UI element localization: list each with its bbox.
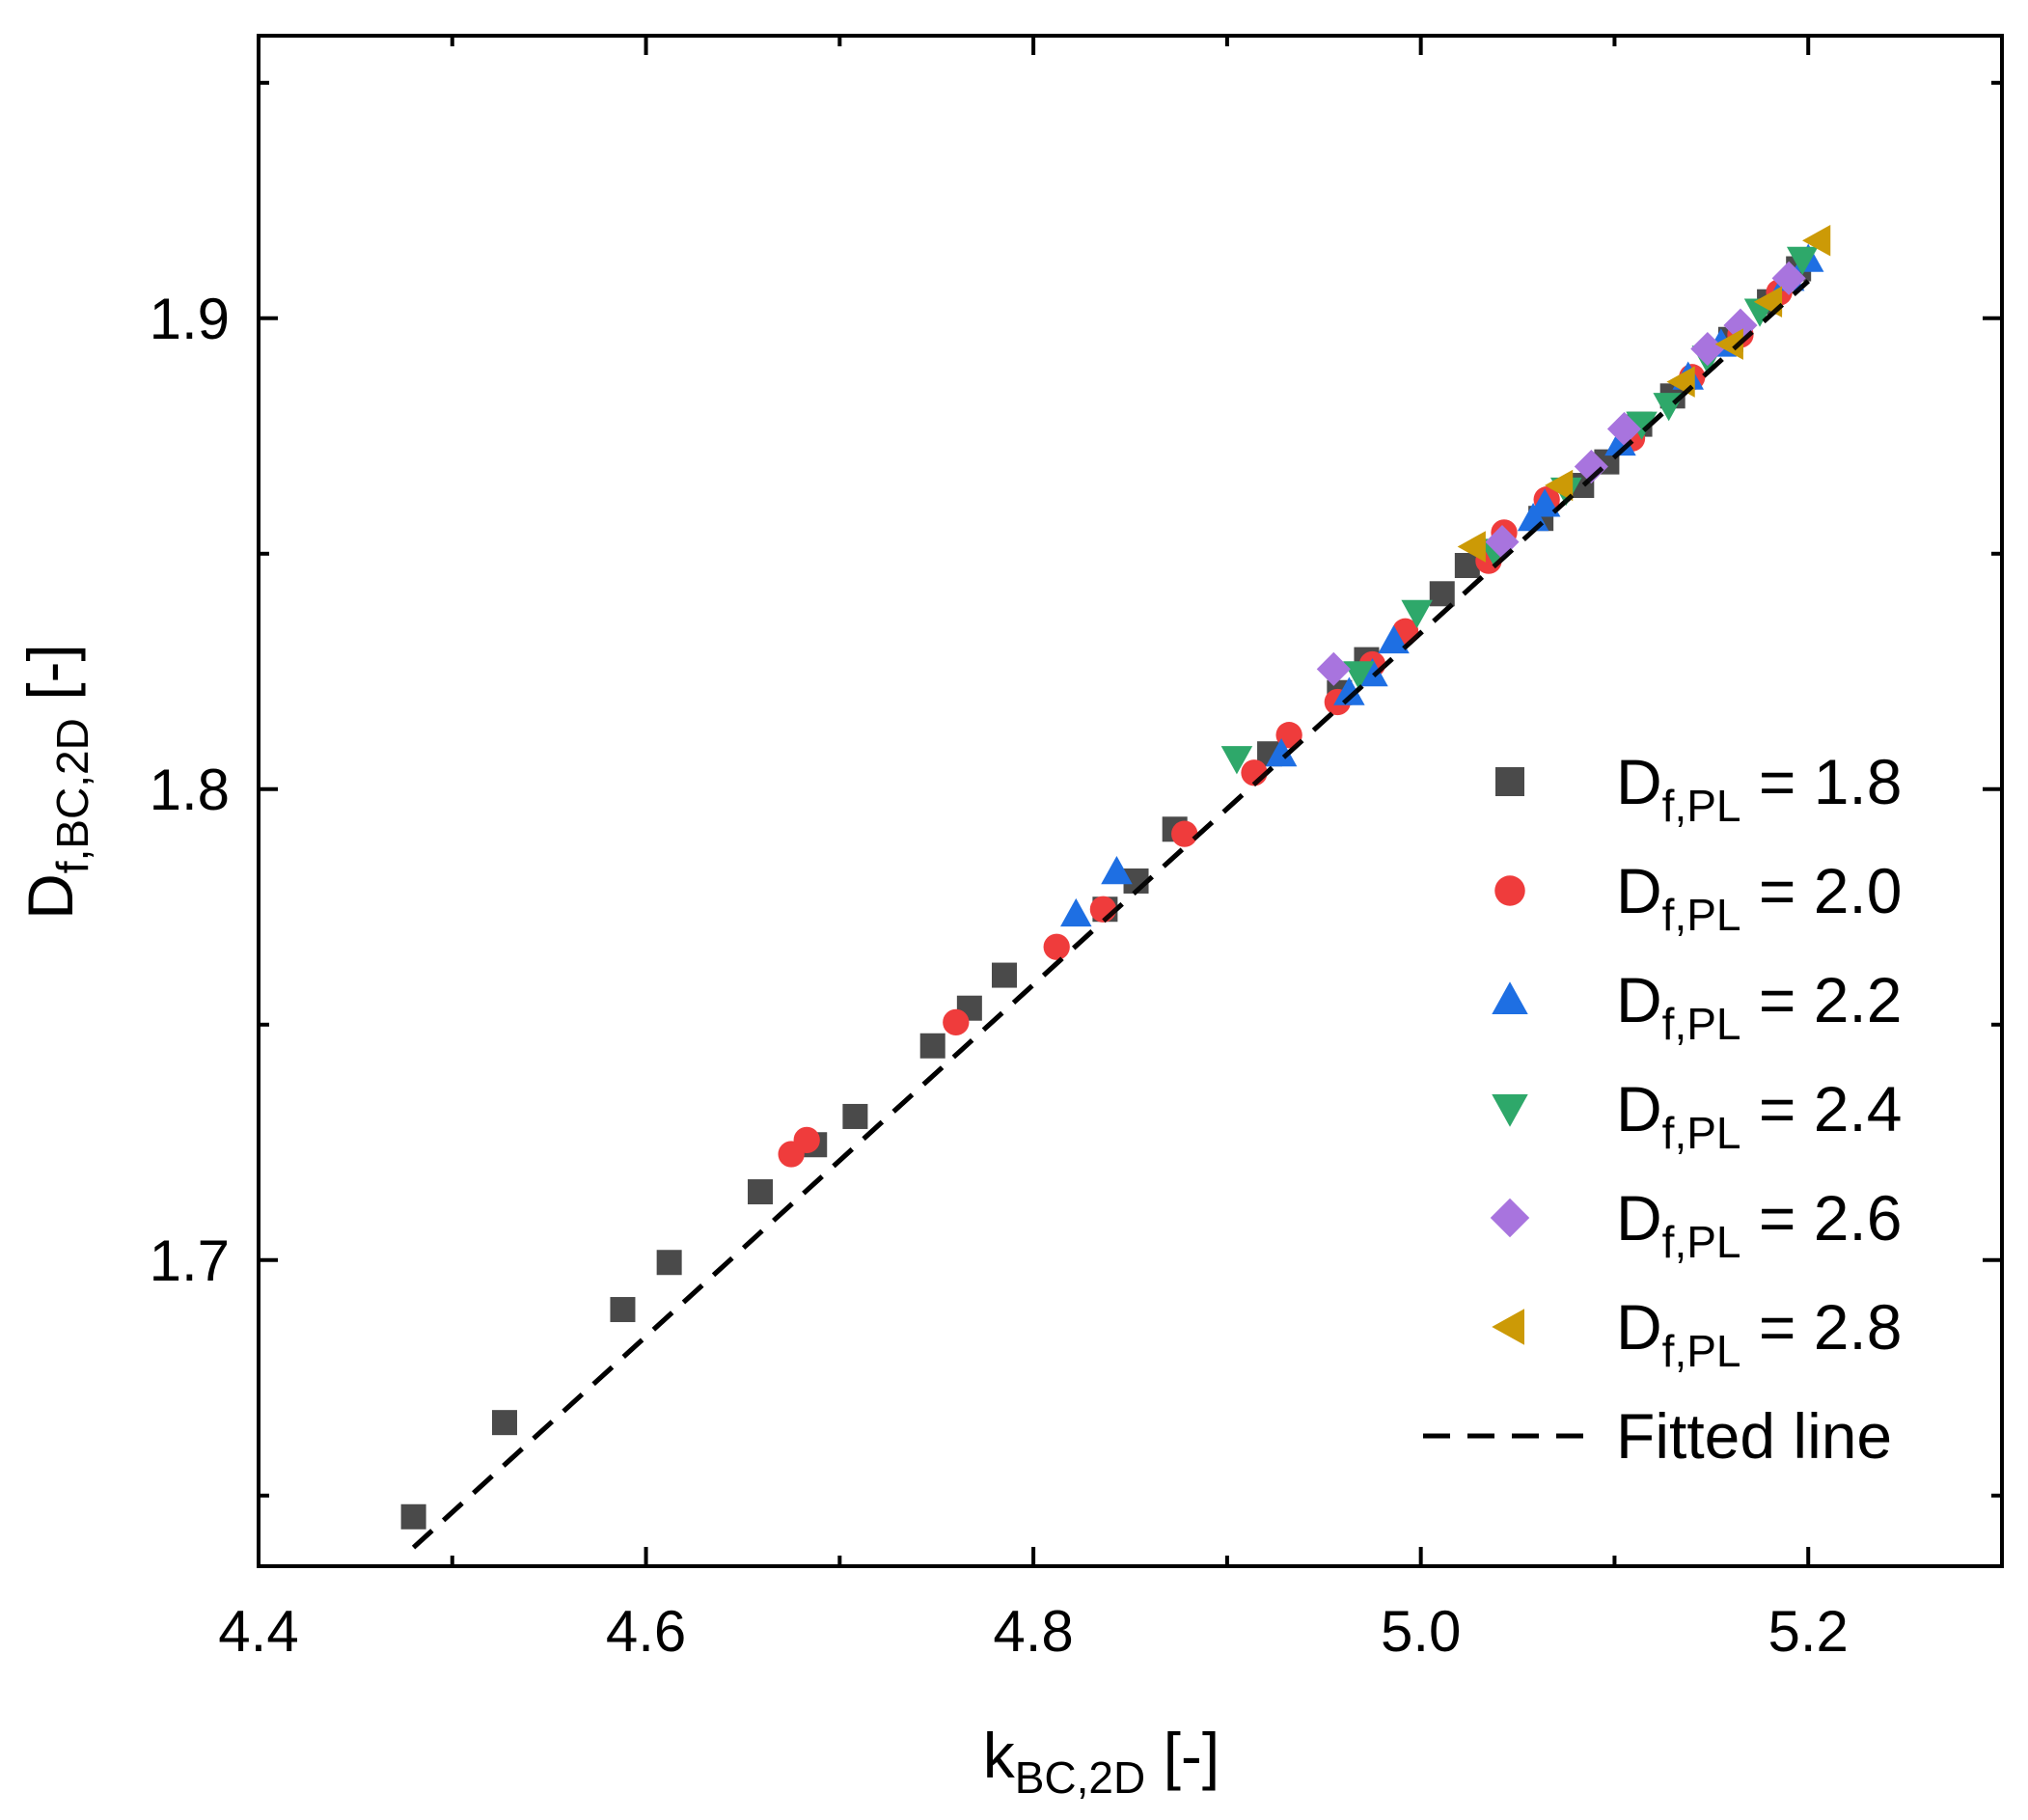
- data-point: [1357, 657, 1388, 687]
- legend-label: Df,PL = 1.8: [1616, 746, 1902, 831]
- data-point: [1457, 531, 1486, 563]
- points-layer: [400, 225, 1831, 1550]
- data-point: [1401, 599, 1433, 629]
- data-point: [1060, 897, 1092, 927]
- legend-marker: [1492, 1309, 1524, 1345]
- data-point: [1265, 737, 1298, 767]
- data-point: [1429, 581, 1455, 607]
- data-point: [991, 962, 1017, 988]
- legend-marker: [1492, 981, 1528, 1014]
- legend-marker: [1490, 1198, 1530, 1238]
- data-point: [1316, 651, 1351, 686]
- legend-label: Df,PL = 2.4: [1616, 1073, 1902, 1158]
- legend-entry: Df,PL = 2.2: [1492, 964, 1902, 1049]
- data-point: [1220, 746, 1253, 775]
- y-axis-title-main: D: [14, 873, 86, 920]
- data-point: [1343, 661, 1375, 690]
- data-point: [919, 1033, 945, 1059]
- data-point: [1574, 449, 1608, 484]
- plot-frame: [257, 34, 2004, 1568]
- legend-entry: Df,PL = 1.8: [1495, 746, 1902, 831]
- y-tick-label: 1.8: [150, 758, 230, 822]
- x-axis-title-subscript: BC,2D: [1015, 1752, 1145, 1803]
- legend-label: Df,PL = 2.2: [1616, 964, 1902, 1049]
- data-point: [491, 1410, 517, 1436]
- tick-labels: 4.4 4.6 4.8 5.0 5.2 1.7 1.8 1.9: [150, 287, 1849, 1664]
- legend-label-fitted: Fitted line: [1616, 1400, 1892, 1472]
- legend-marker: [1495, 767, 1524, 796]
- data-point: [1101, 855, 1133, 885]
- legend-entry: Df,PL = 2.8: [1492, 1291, 1902, 1376]
- data-point: [1333, 676, 1365, 705]
- y-tick-label: 1.7: [150, 1228, 230, 1293]
- data-point: [1714, 328, 1743, 360]
- data-point: [400, 1503, 426, 1530]
- data-point: [748, 1179, 774, 1205]
- data-point: [1723, 308, 1758, 343]
- data-point: [1690, 331, 1725, 367]
- legend-marker: [1492, 1094, 1528, 1127]
- legend-label: Df,PL = 2.0: [1616, 855, 1902, 940]
- x-tick-label: 4.8: [993, 1599, 1073, 1664]
- data-point: [1786, 246, 1819, 276]
- data-point: [943, 1008, 970, 1036]
- y-tick-label: 1.9: [150, 287, 230, 351]
- data-point: [793, 1126, 820, 1154]
- data-point: [610, 1297, 636, 1323]
- legend-marker: [1494, 875, 1525, 906]
- x-axis-title: kBC,2D [-]: [983, 1720, 1220, 1803]
- data-point: [1378, 624, 1410, 654]
- legend: Df,PL = 1.8 Df,PL = 2.0 Df,PL = 2.2 Df,PL =…: [1423, 746, 1902, 1472]
- legend-entry: Df,PL = 2.0: [1494, 855, 1902, 940]
- data-point: [1544, 469, 1574, 502]
- x-tick-label: 5.2: [1768, 1599, 1849, 1664]
- y-axis-title: Df,BC,2D [-]: [14, 644, 97, 920]
- legend-entry: Df,PL = 2.6: [1490, 1182, 1902, 1267]
- legend-entry: Df,PL = 2.4: [1492, 1073, 1902, 1158]
- x-tick-label: 4.4: [218, 1599, 298, 1664]
- data-point: [1802, 225, 1831, 257]
- x-tick-label: 4.6: [606, 1599, 686, 1664]
- legend-label: Df,PL = 2.8: [1616, 1291, 1902, 1376]
- legend-label: Df,PL = 2.6: [1616, 1182, 1902, 1267]
- y-axis-title-unit-space: [14, 701, 86, 718]
- x-axis-title-unit: [-]: [1164, 1720, 1220, 1791]
- y-axis-title-unit: [-]: [14, 644, 86, 701]
- data-point: [1606, 411, 1642, 447]
- fitted-line-overlay: [411, 279, 1810, 1550]
- data-point: [1528, 488, 1561, 517]
- series-5: [1316, 261, 1806, 686]
- x-axis-title-unit-space: [1145, 1720, 1163, 1791]
- data-point: [1454, 553, 1480, 578]
- y-axis-title-subscript: f,BC,2D: [47, 718, 97, 873]
- data-point: [1171, 820, 1198, 847]
- plot-area: [257, 34, 2004, 1568]
- data-point: [1771, 261, 1806, 295]
- legend-entry-fitted: Fitted line: [1423, 1400, 1892, 1472]
- ticks-layer: [259, 36, 2002, 1566]
- data-point: [1626, 411, 1658, 440]
- x-tick-label: 5.0: [1381, 1599, 1461, 1664]
- data-point: [842, 1103, 868, 1129]
- data-point: [656, 1250, 682, 1276]
- x-axis-title-main: k: [983, 1720, 1016, 1791]
- data-point: [1043, 933, 1070, 960]
